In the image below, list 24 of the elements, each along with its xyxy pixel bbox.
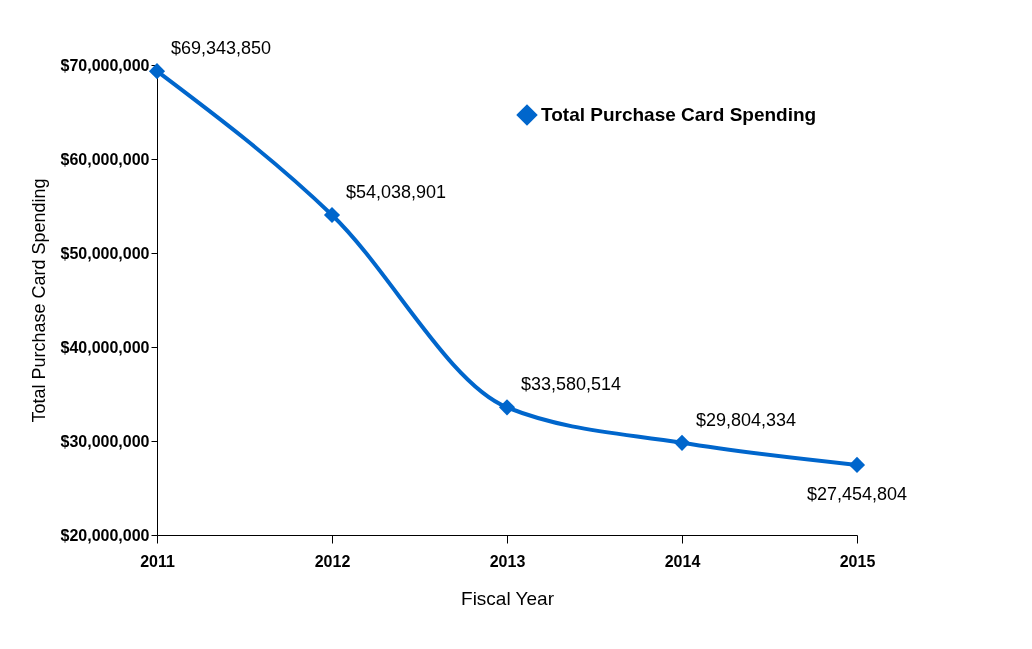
data-label: $69,343,850: [171, 38, 272, 59]
point: [848, 456, 866, 473]
y-axis-title: Total Purchase Card Spending: [28, 178, 49, 423]
y-tick-label: $40,000,000: [60, 338, 150, 356]
y-tick-label: $20,000,000: [60, 526, 150, 544]
x-tick-label: 2013: [489, 552, 526, 570]
x-tick-label: 2011: [140, 552, 175, 570]
x-tick-label: 2012: [314, 552, 351, 570]
data-label: $29,804,334: [696, 409, 797, 430]
point: [498, 399, 516, 416]
legend-label: Total Purchase Card Spending: [541, 104, 817, 125]
x-tick-label: 2014: [664, 552, 701, 570]
data-label: $33,580,514: [521, 374, 622, 395]
point: [148, 63, 166, 80]
x-axis-title: Fiscal Year: [461, 587, 555, 609]
data-label: $27,454,804: [806, 483, 908, 504]
data-label: $54,038,901: [346, 182, 447, 203]
y-tick-label: $50,000,000: [60, 244, 150, 262]
point: [673, 434, 691, 451]
y-tick-label: $30,000,000: [60, 432, 150, 450]
y-tick-label: $70,000,000: [60, 56, 150, 74]
x-tick-label: 2015: [839, 552, 876, 570]
y-tick-label: $60,000,000: [60, 150, 150, 168]
point: [323, 206, 341, 224]
